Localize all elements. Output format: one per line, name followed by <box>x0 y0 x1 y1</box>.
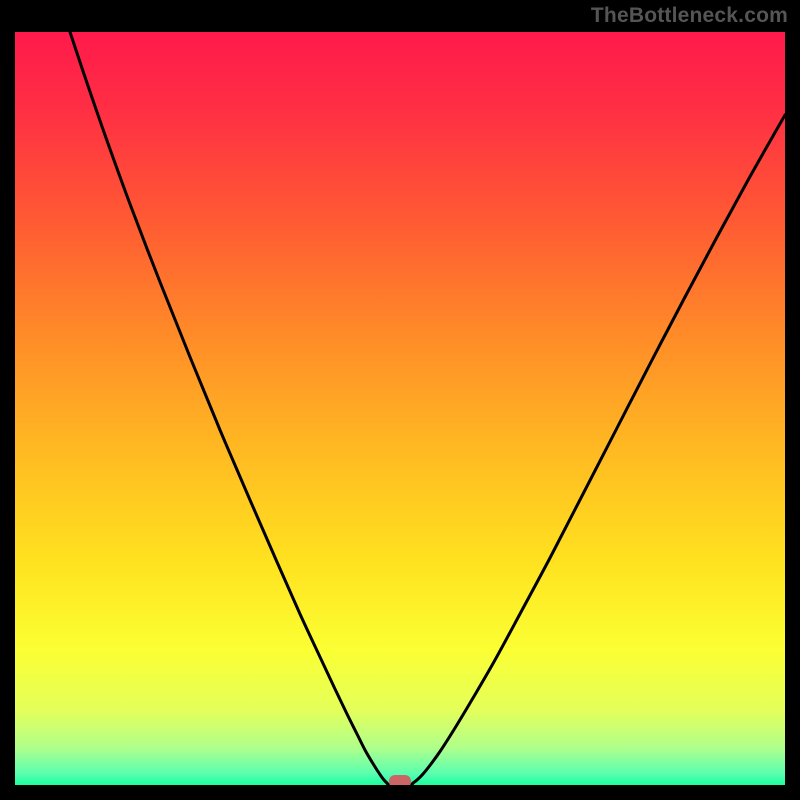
frame-right <box>785 0 800 800</box>
plot-area <box>15 32 785 785</box>
bottleneck-curve <box>15 32 785 785</box>
frame-bottom <box>0 785 800 800</box>
curve-path <box>70 32 785 785</box>
watermark-text: TheBottleneck.com <box>591 4 788 28</box>
optimum-marker <box>389 775 411 786</box>
frame-left <box>0 0 15 800</box>
